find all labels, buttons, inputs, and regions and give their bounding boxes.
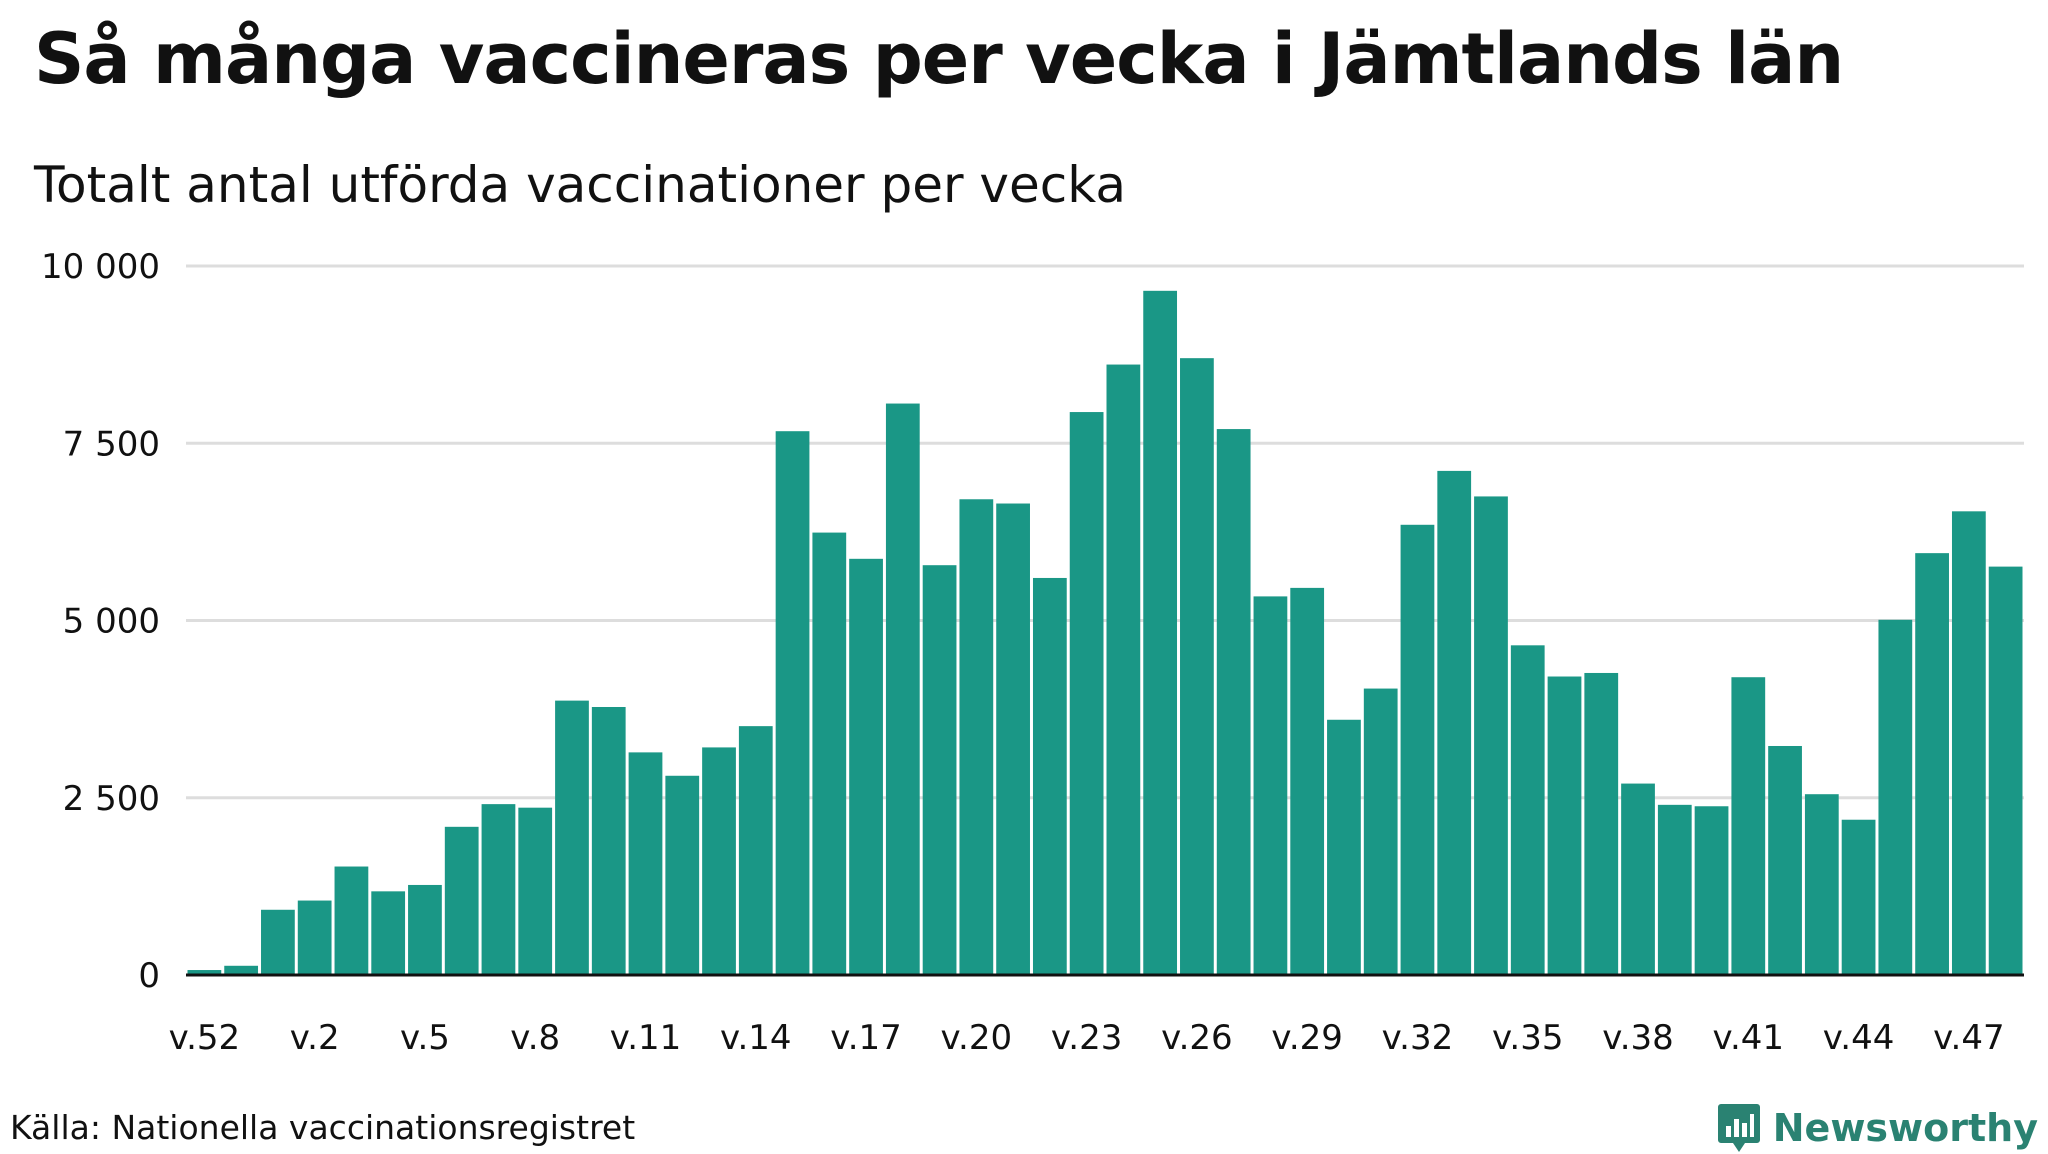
x-tick-label: v.38 — [1602, 1018, 1674, 1058]
x-axis-ticks: v.52 v.2 v.5 v.8 v.11 v.14 v.17 v.20 v.23 v.26 v.2… — [169, 1018, 2005, 1058]
bar-v.41 — [1731, 677, 1766, 975]
brand[interactable]: Newsworthy — [1717, 1102, 2038, 1154]
chart-subtitle: Totalt antal utförda vaccinationer per v… — [34, 156, 1126, 214]
bar-v.39 — [1657, 804, 1692, 975]
bar-v.32 — [1400, 524, 1435, 975]
bar-v.4 — [371, 891, 406, 975]
bar-v.27 — [1216, 429, 1251, 975]
bar-v.43 — [1804, 794, 1839, 975]
bar-v.11 — [628, 752, 663, 975]
bar-v.40 — [1694, 806, 1729, 975]
bar-v.34 — [1474, 496, 1508, 975]
bar-v.13 — [702, 747, 736, 975]
bar-v.18 — [885, 403, 920, 975]
x-tick-label: v.35 — [1492, 1018, 1564, 1058]
x-tick-label: v.23 — [1051, 1018, 1123, 1058]
y-axis-ticks: 0 2 500 5 000 7 500 10 000 — [41, 247, 160, 996]
brand-name: Newsworthy — [1772, 1106, 2038, 1150]
y-tick-label: 0 — [138, 956, 160, 996]
x-tick-label: v.17 — [830, 1018, 902, 1058]
bar-v.28 — [1253, 596, 1288, 975]
bar-v.12 — [665, 775, 700, 975]
bar-v.48 — [1988, 566, 2023, 975]
x-tick-label: v.2 — [290, 1018, 340, 1058]
bars — [187, 290, 2023, 976]
x-tick-label: v.29 — [1271, 1018, 1343, 1058]
bar-v.24 — [1106, 364, 1141, 975]
bar-v.36 — [1547, 676, 1582, 975]
bar-v.46 — [1915, 553, 1949, 975]
x-tick-label: v.11 — [610, 1018, 682, 1058]
x-tick-label: v.44 — [1823, 1018, 1895, 1058]
bar-v.31 — [1363, 688, 1398, 975]
bar-v.16 — [812, 532, 847, 975]
bar-v.20 — [959, 499, 994, 975]
bar-v.17 — [849, 558, 883, 975]
bar-v.26 — [1180, 358, 1214, 975]
bar-v.15 — [775, 431, 810, 975]
bar-v.37 — [1584, 672, 1619, 975]
gridlines — [186, 264, 2024, 800]
bar-v.33 — [1437, 470, 1472, 975]
source-note: Källa: Nationella vaccinationsregistret — [10, 1108, 636, 1147]
bar-v.25 — [1143, 290, 1178, 975]
bar-v.6 — [444, 826, 479, 975]
bar-v.14 — [738, 726, 773, 975]
bar-v.5 — [408, 884, 442, 975]
bar-v.47 — [1951, 511, 1986, 975]
bar-chart: 0 2 500 5 000 7 500 10 000 v.52 v.2 v.5 v.8 v.11… — [41, 247, 2024, 1058]
bar-v.38 — [1621, 783, 1655, 975]
bar-v.42 — [1768, 745, 1802, 975]
bar-v.44 — [1841, 819, 1876, 975]
x-tick-label: v.26 — [1161, 1018, 1233, 1058]
y-tick-label: 10 000 — [41, 247, 160, 287]
bar-v.52 — [187, 970, 222, 975]
bar-v.23 — [1069, 412, 1104, 976]
x-tick-label: v.41 — [1713, 1018, 1785, 1058]
y-tick-label: 7 500 — [63, 424, 160, 464]
y-tick-label: 5 000 — [63, 602, 160, 642]
bar-v.10 — [591, 706, 626, 975]
bar-v.2 — [297, 900, 332, 975]
x-tick-label: v.8 — [510, 1018, 560, 1058]
bar-v.1 — [261, 909, 295, 975]
bar-v.19 — [922, 565, 957, 975]
x-tick-label: v.5 — [400, 1018, 450, 1058]
newsworthy-logo-icon — [1717, 1104, 1760, 1152]
bar-v.29 — [1290, 587, 1325, 975]
bar-v.3 — [334, 866, 369, 975]
x-tick-label: v.52 — [169, 1018, 241, 1058]
bar-v.8 — [518, 807, 553, 975]
bar-v.22 — [1032, 577, 1067, 975]
bar-v.35 — [1510, 645, 1545, 975]
y-tick-label: 2 500 — [63, 779, 160, 819]
bar-v.9 — [555, 700, 589, 975]
chart-title: Så många vaccineras per vecka i Jämtland… — [34, 18, 1844, 100]
bar-v.30 — [1327, 719, 1361, 975]
x-tick-label: v.32 — [1382, 1018, 1454, 1058]
bar-v.45 — [1878, 619, 1913, 975]
bar-v.7 — [481, 804, 516, 975]
x-tick-label: v.20 — [941, 1018, 1013, 1058]
bar-v.21 — [996, 503, 1030, 975]
bar-v.53 — [224, 965, 259, 975]
x-tick-label: v.47 — [1933, 1018, 2005, 1058]
x-tick-label: v.14 — [720, 1018, 792, 1058]
